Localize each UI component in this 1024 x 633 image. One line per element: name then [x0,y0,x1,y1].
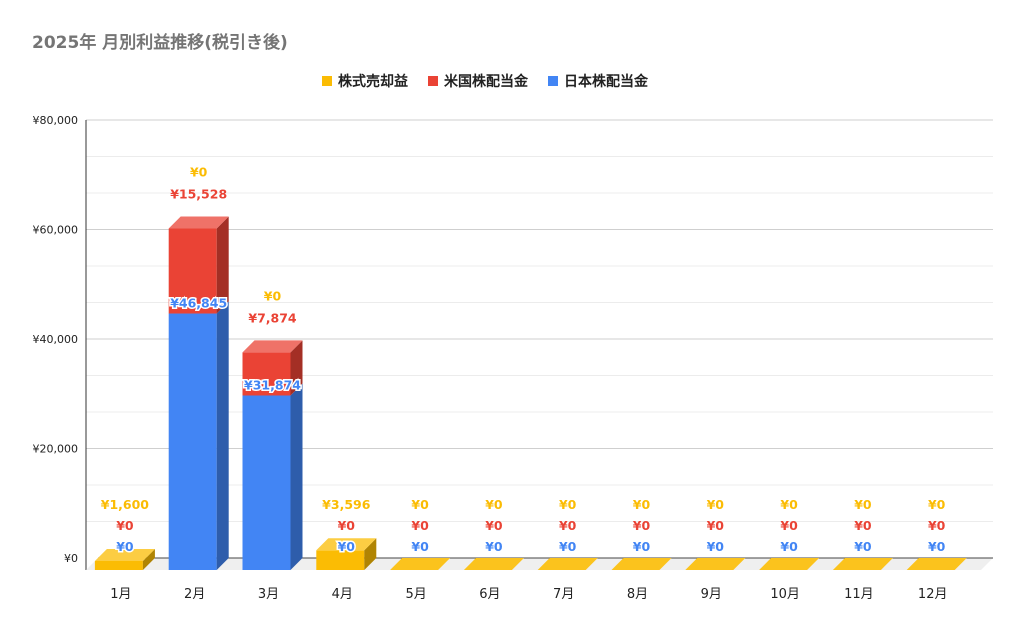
data-label: ¥1,600 [101,497,150,512]
data-label: ¥0 [116,539,134,554]
data-label: ¥0 [485,497,503,512]
bar-front [242,352,291,396]
x-tick-label: 4月 [332,587,353,602]
bar-side [216,301,229,570]
bar-top [168,216,229,229]
legend-label: 米国株配当金 [444,73,529,90]
bar-front [168,228,217,314]
data-label: ¥0 [338,539,356,554]
bar-zero-slab [390,558,451,570]
x-tick-label: 11月 [844,587,874,602]
x-tick-label: 7月 [553,587,574,602]
data-label: ¥0 [485,539,503,554]
data-label: ¥0 [928,497,946,512]
bar-side [290,383,303,570]
legend-label: 日本株配当金 [564,73,649,90]
x-tick-label: 12月 [918,587,948,602]
bar-front [94,561,143,570]
bar-zero-slab [611,558,672,570]
grid [86,119,993,522]
y-axis: ¥0 ¥20,000 ¥40,000 ¥60,000 ¥80,000 [33,114,87,570]
data-label: ¥0 [190,165,208,180]
bar-top [242,340,303,353]
data-label: ¥7,874 [248,310,297,325]
data-label: ¥0 [707,539,725,554]
data-label: ¥0 [633,518,651,533]
data-label: ¥0 [854,497,872,512]
bar-top [94,549,155,561]
chart-title: 2025年 月別利益推移(税引き後) [32,32,288,53]
y-tick-label: ¥80,000 [33,114,79,127]
data-label: ¥0 [411,518,429,533]
bar-side [142,549,155,570]
bar-zero-slab [832,558,893,570]
legend: 株式売却益 米国株配当金 日本株配当金 [322,73,649,90]
bar-front [242,395,291,570]
bar-zero-slab [537,558,598,570]
x-tick-label: 9月 [701,587,722,602]
legend-label: 株式売却益 [338,73,408,90]
data-label: ¥0 [633,497,651,512]
legend-swatch [322,76,332,86]
data-label: ¥0 [928,539,946,554]
bar-side [364,538,377,570]
bar-zero-slab [685,558,746,570]
x-tick-label: 2月 [184,587,205,602]
x-tick-label: 1月 [110,587,131,602]
y-tick-label: ¥0 [64,552,78,565]
data-label: ¥0 [780,497,798,512]
data-label: ¥3,596 [322,497,371,512]
y-tick-label: ¥40,000 [33,333,79,346]
data-label: ¥0 [928,518,946,533]
y-tick-label: ¥60,000 [33,224,79,237]
data-label: ¥0 [338,518,356,533]
data-label: ¥0 [411,539,429,554]
data-label: ¥0 [559,518,577,533]
bar-zero-slab [906,558,967,570]
data-label: ¥0 [707,518,725,533]
legend-swatch [548,76,558,86]
data-label: ¥0 [854,518,872,533]
legend-swatch [428,76,438,86]
x-axis: 1月 2月 3月 4月 5月 6月 7月 8月 9月 10月 11月 12月 [110,587,947,602]
data-label: ¥46,845 [170,296,227,311]
x-tick-label: 3月 [258,587,279,602]
bar-zero-slab [463,558,524,570]
x-tick-label: 8月 [627,587,648,602]
bar-side [216,216,229,314]
data-label: ¥0 [559,539,577,554]
data-label: ¥15,528 [170,187,227,202]
y-tick-label: ¥20,000 [33,443,79,456]
data-label: ¥31,874 [244,377,301,392]
x-tick-label: 10月 [770,587,800,602]
bar-zero-slab [759,558,820,570]
data-label: ¥0 [707,497,725,512]
data-label: ¥0 [116,518,134,533]
data-label: ¥0 [854,539,872,554]
bar-side [290,340,303,396]
bar-front [168,313,217,570]
data-label: ¥0 [780,539,798,554]
data-label: ¥0 [633,539,651,554]
bars [94,216,967,570]
data-label: ¥0 [485,518,503,533]
data-labels: ¥0 ¥0 ¥1,600 ¥46,845 ¥15,528 ¥0 ¥31,874 ¥7,874 ¥… [101,165,947,556]
bar-top [316,538,377,551]
x-tick-label: 6月 [479,587,500,602]
data-label: ¥0 [780,518,798,533]
data-label: ¥0 [264,288,282,303]
x-tick-label: 5月 [405,587,426,602]
bar-front [316,550,365,570]
data-label: ¥0 [411,497,429,512]
data-label: ¥0 [559,497,577,512]
